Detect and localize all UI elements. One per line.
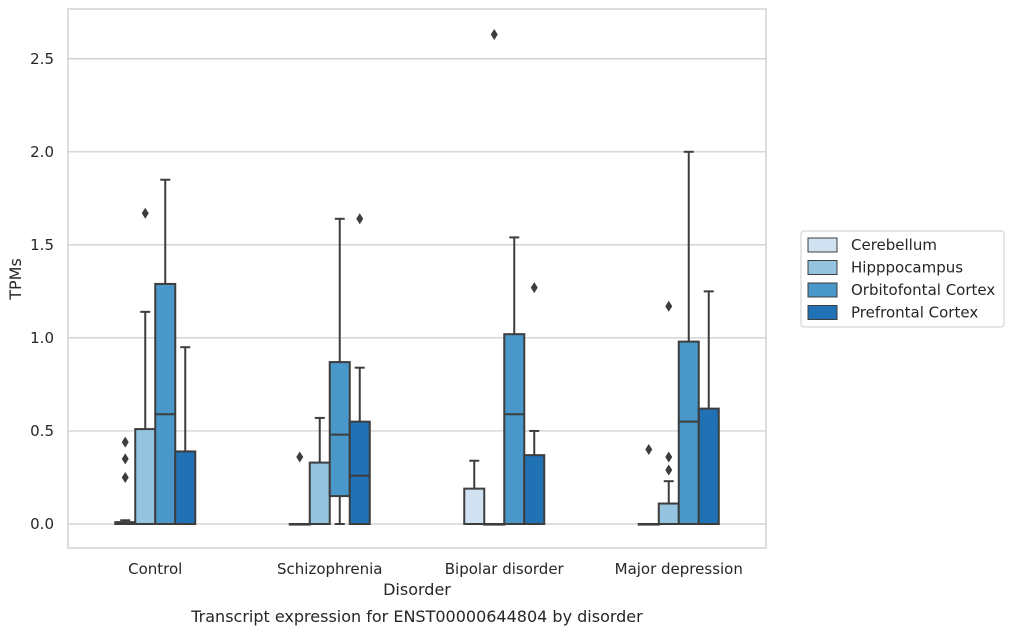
box-body xyxy=(154,282,177,525)
legend-label: Cerebellum xyxy=(851,236,937,254)
box-body xyxy=(348,420,371,525)
y-tick-label: 0.0 xyxy=(30,515,54,533)
outlier-point xyxy=(490,29,498,41)
legend-label: Orbitofontal Cortex xyxy=(851,281,995,299)
legend-frame xyxy=(800,230,1005,328)
y-axis-label: TPMs xyxy=(6,258,25,301)
x-tick-label: Control xyxy=(128,560,182,578)
outlier-point xyxy=(665,451,673,463)
legend-label: Prefrontal Cortex xyxy=(851,304,978,322)
x-tick-labels: Control Schizophrenia Bipolar disorder Majo… xyxy=(128,560,743,578)
outlier-point xyxy=(121,471,129,483)
box-hipppocampus xyxy=(657,300,680,525)
box-body xyxy=(463,487,486,525)
y-tick-label: 0.5 xyxy=(30,422,54,440)
box-body xyxy=(503,333,526,526)
legend-label: Hipppocampus xyxy=(851,259,963,277)
box-prefrontal-cortex xyxy=(348,213,371,525)
box-orbitofontal-cortex xyxy=(154,178,177,525)
box-body xyxy=(657,502,680,525)
box-body xyxy=(134,428,157,525)
box-hipppocampus xyxy=(134,207,157,525)
y-tick-label: 1.0 xyxy=(30,329,54,347)
box-prefrontal-cortex xyxy=(174,346,197,525)
outlier-point xyxy=(356,213,364,225)
outlier-point xyxy=(141,207,149,219)
outlier-point xyxy=(665,300,673,312)
box-cerebellum xyxy=(463,459,486,525)
legend-swatch xyxy=(807,237,838,253)
legend-swatch xyxy=(807,305,838,320)
outlier-point xyxy=(121,453,129,465)
box-body xyxy=(328,361,351,498)
legend-swatch xyxy=(807,260,838,275)
y-tick-label: 2.0 xyxy=(30,143,54,161)
box-body xyxy=(697,407,720,526)
outlier-point xyxy=(645,444,653,456)
box-body xyxy=(677,340,700,526)
box-orbitofontal-cortex xyxy=(503,236,526,526)
x-tick-label: Bipolar disorder xyxy=(445,560,565,578)
x-tick-label: Schizophrenia xyxy=(277,560,382,578)
outlier-point xyxy=(665,464,673,476)
plot-area-frame xyxy=(67,8,767,549)
outlier-point xyxy=(296,451,304,463)
y-tick-label: 1.5 xyxy=(30,236,54,254)
box-prefrontal-cortex xyxy=(697,290,720,526)
box-body xyxy=(523,454,546,526)
outlier-point xyxy=(530,282,538,294)
legend: Cerebellum Hipppocampus Orbitofontal Corte… xyxy=(800,230,1005,328)
box-orbitofontal-cortex xyxy=(328,217,351,525)
y-tick-labels: 0.0 0.5 1.0 1.5 2.0 2.5 xyxy=(30,50,54,533)
legend-swatch xyxy=(807,282,838,298)
box-layer xyxy=(114,29,720,526)
box-prefrontal-cortex xyxy=(523,282,546,526)
legend-items: Cerebellum Hipppocampus Orbitofontal Corte… xyxy=(807,236,995,322)
y-tick-label: 2.5 xyxy=(30,50,54,68)
x-tick-label: Major depression xyxy=(615,560,743,578)
chart-caption: Transcript expression for ENST0000064480… xyxy=(190,607,643,626)
box-body xyxy=(174,450,197,525)
box-body xyxy=(308,461,331,526)
outlier-point xyxy=(121,436,129,448)
x-axis-label: Disorder xyxy=(383,580,451,599)
